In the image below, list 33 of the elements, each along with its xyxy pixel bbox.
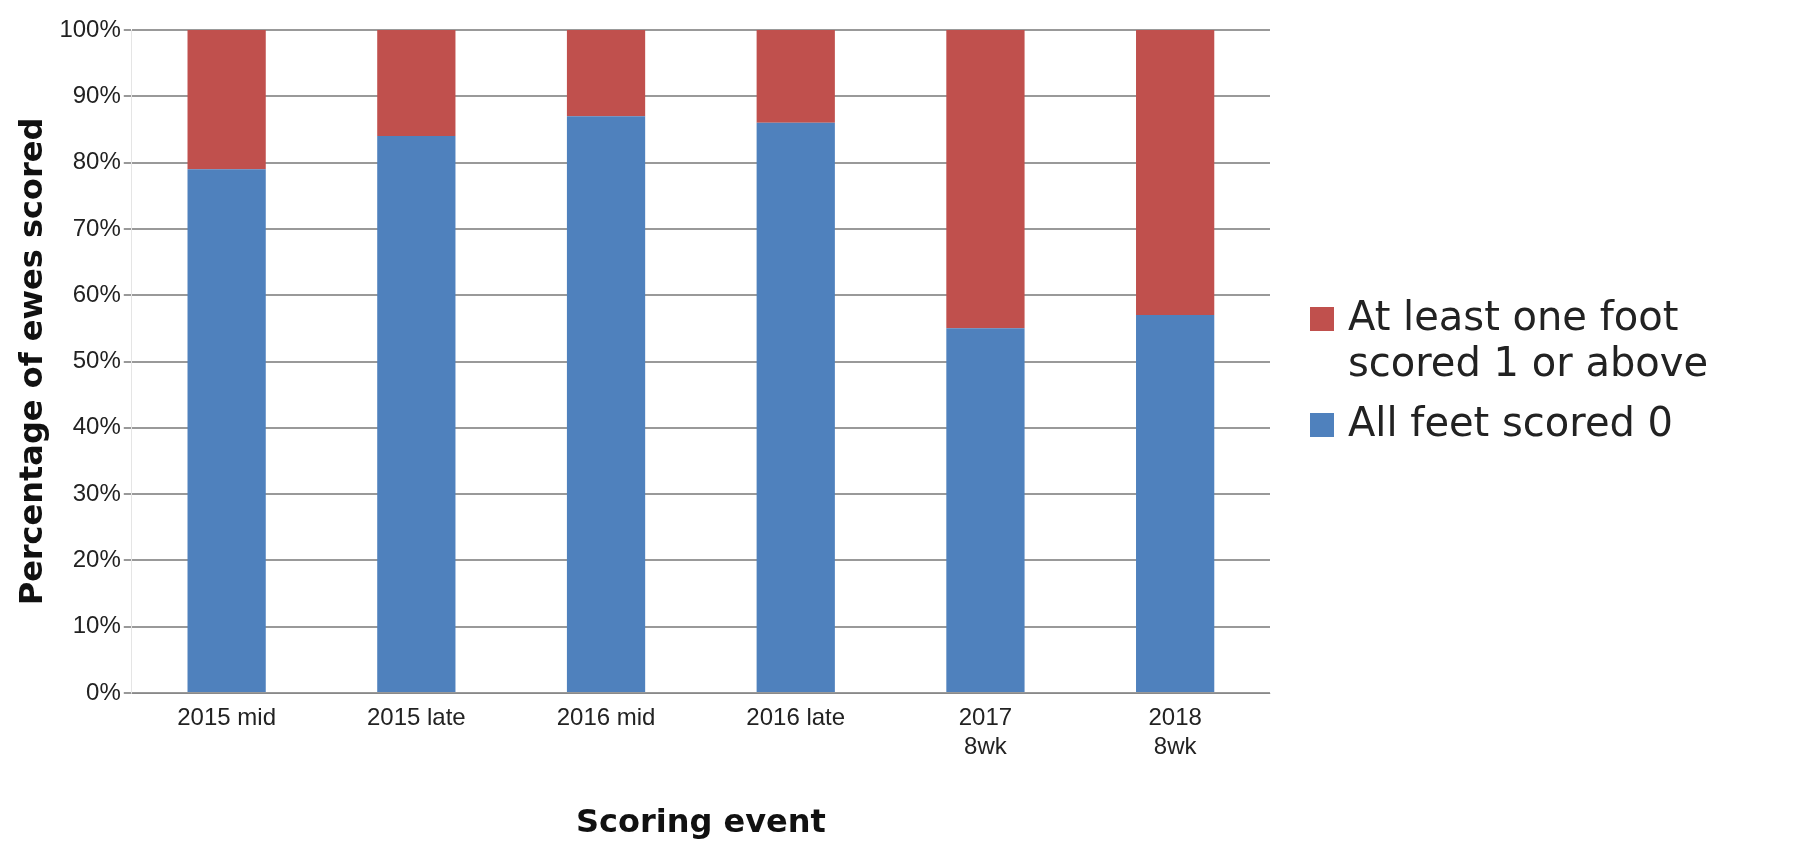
bar [1136, 315, 1215, 692]
x-tick-label: 2016 late [746, 703, 846, 731]
y-tick-label: 20% [72, 545, 121, 573]
y-tick-label: 50% [72, 346, 121, 374]
bar [377, 30, 456, 137]
bar [946, 30, 1025, 329]
x-tick-label: 2018 8wk [1148, 703, 1202, 759]
legend-label: At least one foot scored 1 or above [1348, 292, 1710, 385]
y-tick-label: 70% [72, 213, 121, 241]
bar [377, 136, 456, 692]
y-tick-label: 0% [86, 677, 121, 705]
x-tick-label: 2015 mid [177, 703, 276, 731]
x-tick-label: 2015 late [366, 703, 466, 731]
y-tick-label: 90% [72, 80, 121, 108]
y-tick-label: 40% [72, 412, 121, 440]
bar [187, 169, 266, 692]
bar [946, 328, 1025, 692]
x-tick-label: 2017 8wk [958, 703, 1013, 759]
bar [566, 116, 646, 692]
bar [756, 30, 835, 123]
y-tick-label: 80% [72, 147, 121, 175]
bar [187, 30, 266, 170]
x-axis-title: Scoring event [575, 802, 826, 841]
legend-label: All feet scored 0 [1348, 398, 1674, 445]
y-tick-label: 100% [59, 14, 121, 42]
y-tick-label: 60% [72, 279, 121, 307]
y-axis-title: Percentage of ewes scored [11, 117, 50, 606]
bar [756, 122, 835, 692]
x-tick-label: 2016 mid [556, 703, 656, 731]
y-tick-label: 10% [72, 611, 121, 639]
bar [1136, 30, 1215, 316]
y-tick-label: 30% [72, 478, 121, 506]
bar [566, 30, 646, 117]
